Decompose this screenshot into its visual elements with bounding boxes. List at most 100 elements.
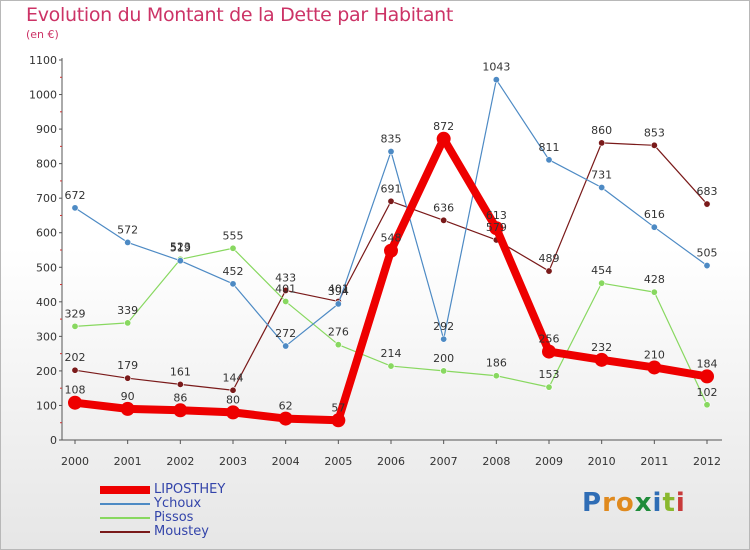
data-label-liposthey: 90 [121, 390, 135, 403]
y-tick-label: 100 [36, 399, 57, 412]
data-label-moustey: 860 [591, 124, 612, 137]
x-tick-label: 2012 [693, 455, 721, 468]
data-label-liposthey: 86 [173, 391, 187, 404]
data-label-moustey: 579 [486, 221, 507, 234]
data-label-moustey: 853 [644, 126, 665, 139]
logo-letter: t [662, 488, 676, 518]
data-point-liposthey [278, 411, 293, 426]
data-point-pissos [229, 244, 237, 252]
data-point-liposthey [120, 401, 135, 416]
data-point-ychoux [387, 148, 395, 156]
data-point-ychoux [71, 204, 79, 212]
logo-letter: i [652, 488, 663, 518]
data-label-liposthey: 57 [331, 401, 345, 414]
data-point-liposthey [68, 395, 82, 410]
y-tick-label: 1000 [29, 89, 57, 102]
x-tick-label: 2002 [166, 455, 194, 468]
data-point-pissos [282, 297, 290, 305]
data-point-liposthey [226, 405, 240, 420]
legend-label: Ychoux [154, 496, 202, 511]
data-point-moustey [387, 197, 395, 205]
data-label-pissos: 555 [223, 229, 244, 242]
data-label-ychoux: 835 [381, 133, 402, 146]
data-label-ychoux: 672 [65, 189, 86, 202]
data-label-moustey: 161 [170, 365, 191, 378]
data-label-moustey: 433 [275, 271, 296, 284]
data-point-ychoux [545, 156, 553, 164]
data-point-ychoux [703, 262, 711, 270]
x-tick-label: 2008 [482, 455, 510, 468]
data-point-pissos [334, 341, 342, 349]
x-tick-label: 2010 [588, 455, 616, 468]
data-label-pissos: 401 [275, 282, 296, 295]
x-tick-label: 2006 [377, 455, 405, 468]
data-point-moustey [545, 267, 553, 275]
data-point-liposthey [384, 243, 398, 258]
data-point-moustey [598, 139, 606, 147]
x-tick-label: 2011 [640, 455, 668, 468]
logo-letter: o [615, 488, 635, 518]
data-label-ychoux: 811 [539, 141, 560, 154]
data-point-ychoux [492, 76, 500, 84]
data-label-pissos: 329 [65, 307, 86, 320]
data-point-liposthey [173, 403, 188, 418]
data-point-moustey [124, 374, 132, 382]
data-point-pissos [598, 279, 606, 287]
data-point-pissos [703, 401, 711, 409]
data-label-pissos: 428 [644, 273, 665, 286]
legend-label: LIPOSTHEY [154, 482, 226, 497]
y-tick-label: 300 [36, 330, 57, 343]
data-point-pissos [387, 362, 395, 370]
legend-swatch [100, 486, 150, 494]
data-point-ychoux [440, 335, 448, 343]
data-label-liposthey: 256 [539, 333, 560, 346]
proxiti-logo: Proxiti [582, 488, 686, 518]
data-label-liposthey: 184 [697, 357, 718, 370]
y-tick-label: 500 [36, 261, 57, 274]
data-point-ychoux [650, 223, 658, 231]
data-point-pissos [440, 367, 448, 375]
y-tick-label: 400 [36, 296, 57, 309]
logo-letter: x [634, 488, 653, 518]
data-label-pissos: 102 [697, 386, 718, 399]
data-label-ychoux: 616 [644, 208, 665, 221]
data-point-liposthey [436, 131, 451, 146]
legend-label: Pissos [154, 510, 194, 525]
data-label-ychoux: 272 [275, 327, 296, 340]
data-label-pissos: 276 [328, 326, 349, 339]
data-label-ychoux: 731 [591, 168, 612, 181]
data-label-liposthey: 872 [433, 120, 454, 133]
y-tick-label: 200 [36, 365, 57, 378]
data-label-pissos: 153 [539, 368, 560, 381]
data-point-liposthey [489, 221, 504, 236]
data-label-moustey: 691 [381, 182, 402, 195]
x-tick-label: 2009 [535, 455, 563, 468]
data-label-ychoux: 394 [328, 285, 349, 298]
x-tick-label: 2004 [272, 455, 300, 468]
x-tick-label: 2005 [324, 455, 352, 468]
legend-label: Moustey [154, 524, 209, 539]
data-label-ychoux: 572 [117, 223, 138, 236]
data-label-liposthey: 613 [486, 209, 507, 222]
data-label-ychoux: 452 [223, 265, 244, 278]
data-point-ychoux [598, 183, 606, 191]
chart-subtitle: (en €) [26, 28, 59, 41]
data-label-pissos: 523 [170, 240, 191, 253]
data-label-liposthey: 210 [644, 348, 665, 361]
data-label-moustey: 401 [328, 282, 349, 295]
data-label-pissos: 214 [381, 347, 402, 360]
data-label-moustey: 636 [433, 201, 454, 214]
data-label-liposthey: 80 [226, 393, 240, 406]
logo-letter: i [675, 488, 686, 518]
data-point-liposthey [647, 360, 662, 375]
data-point-pissos [124, 319, 132, 327]
y-tick-label: 0 [50, 434, 57, 447]
data-label-pissos: 454 [591, 264, 612, 277]
data-label-moustey: 144 [223, 371, 244, 384]
y-tick-label: 1100 [29, 54, 57, 67]
data-point-ychoux [176, 257, 184, 265]
data-label-ychoux: 505 [697, 247, 718, 260]
legend-swatch [100, 517, 150, 519]
